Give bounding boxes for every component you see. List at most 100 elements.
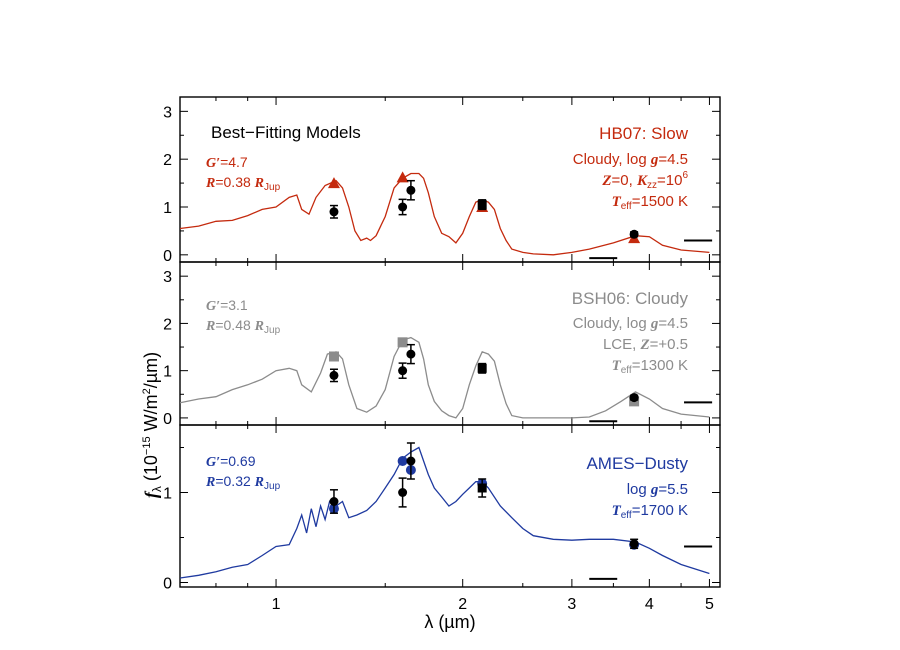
radius-label: R=0.48 RJup: [205, 317, 281, 336]
radius-value: =0.38: [215, 174, 254, 190]
param-text: =1700 K: [632, 502, 688, 519]
teff-sub: eff: [621, 510, 632, 521]
radius-unit: R: [254, 319, 264, 334]
radius-value: =0.48: [215, 317, 254, 333]
g-prime-symbol: G′: [206, 299, 220, 314]
observed-point: [406, 185, 416, 195]
param-line-teff: Teff=1300 K: [612, 357, 688, 376]
radius-symbol: R: [205, 319, 215, 334]
log-g-symbol: g: [650, 316, 659, 332]
param-text: =+0.5: [650, 336, 688, 353]
param-text: log: [627, 481, 651, 498]
teff-sub: eff: [621, 201, 632, 212]
radius-unit: R: [254, 475, 264, 490]
param-line-1: log g=5.5: [627, 481, 688, 498]
model-name: AMES−Dusty: [586, 454, 688, 473]
teff-symbol: T: [612, 194, 622, 210]
param-line-2: LCE, Z=+0.5: [603, 336, 688, 353]
y-tick-label: 0: [163, 411, 172, 428]
observed-point: [398, 202, 408, 212]
radius-value: =0.32: [215, 473, 254, 489]
y-axis-label-rest: (10: [141, 455, 161, 486]
observed-point: [398, 488, 408, 497]
metallicity-symbol: Z: [639, 337, 649, 353]
y-tick-label: 2: [163, 152, 172, 169]
x-tick-label: 5: [705, 596, 714, 613]
observed-point: [477, 200, 487, 210]
observed-point: [329, 207, 339, 217]
y-axis-label-unit-exp: 2: [141, 388, 153, 394]
y-tick-label: 2: [163, 316, 172, 333]
observed-point: [329, 497, 339, 506]
radius-unit-sub: Jup: [264, 325, 281, 336]
model-photometry-point: [396, 171, 409, 183]
y-tick-label: 0: [163, 576, 172, 593]
param-text: =1500 K: [632, 193, 688, 210]
log-g-symbol: g: [650, 152, 659, 168]
param-line-teff: Teff=1700 K: [612, 502, 688, 521]
observed-point: [329, 370, 339, 380]
param-text: Cloudy, log: [573, 315, 651, 332]
y-tick-label: 3: [163, 269, 172, 286]
observed-point: [629, 539, 639, 549]
fit-quality-label: G′=0.69: [206, 453, 256, 470]
param-line-1: Cloudy, log g=4.5: [573, 315, 688, 332]
radius-symbol: R: [205, 176, 215, 191]
fit-quality-label: G′=3.1: [206, 297, 248, 314]
observed-point: [406, 349, 416, 359]
fit-quality-label: G′=4.7: [206, 154, 248, 171]
panel-top: 0 1 2 3 Best−Fitting Models HB07: Slow G′=4.7 R…: [163, 96, 721, 265]
kzz-symbol: K: [636, 173, 648, 189]
param-text: =0,: [612, 172, 637, 189]
y-tick-label: 0: [163, 248, 172, 265]
param-text: =5.5: [658, 481, 688, 498]
param-text: LCE,: [603, 336, 641, 353]
param-text: =1300 K: [632, 357, 688, 374]
model-name: BSH06: Cloudy: [572, 289, 689, 308]
y-axis-label-unit1: W/m: [141, 394, 161, 436]
y-axis-label-unit2: /µm): [141, 352, 161, 388]
y-tick-label: 1: [163, 364, 172, 381]
observed-point: [629, 229, 639, 239]
param-line-2: Z=0, Kzz=106: [601, 170, 688, 191]
y-tick-label: 1: [163, 486, 172, 503]
teff-symbol: T: [612, 503, 622, 519]
x-tick-label: 3: [567, 596, 576, 613]
radius-unit-sub: Jup: [264, 182, 281, 193]
y-tick-label: 1: [163, 200, 172, 217]
param-text: =10: [657, 172, 682, 189]
g-prime-value: =3.1: [220, 297, 248, 313]
kzz-sub: zz: [647, 180, 657, 191]
radius-unit-sub: Jup: [264, 481, 281, 492]
param-text: =4.5: [658, 315, 688, 332]
model-photometry-point: [327, 177, 340, 189]
observed-point: [406, 456, 416, 466]
model-photometry-point: [397, 337, 408, 348]
radius-symbol: R: [205, 475, 215, 490]
param-text: Cloudy, log: [573, 151, 651, 168]
model-photometry-point: [397, 456, 408, 466]
observed-point: [477, 363, 487, 373]
kzz-exp: 6: [682, 170, 688, 181]
radius-label: R=0.38 RJup: [205, 174, 281, 193]
y-tick-label: 3: [163, 104, 172, 121]
teff-sub: eff: [621, 365, 632, 376]
model-name: HB07: Slow: [599, 124, 689, 143]
param-line-1: Cloudy, log g=4.5: [573, 151, 688, 168]
param-line-teff: Teff=1500 K: [612, 193, 688, 212]
y-axis-label-f: f: [141, 490, 161, 498]
x-tick-label: 1: [272, 596, 281, 613]
spectrum-line: [180, 172, 710, 256]
panel-frame: [179, 424, 721, 588]
radius-label: R=0.32 RJup: [205, 473, 281, 492]
svg-text:fλ (10−15 W/m2/µm): fλ (10−15 W/m2/µm): [141, 352, 164, 498]
y-axis-label-exp: −15: [141, 436, 153, 455]
observed-point: [477, 483, 487, 493]
y-axis-label-sub: λ: [150, 486, 164, 492]
x-tick-label: 4: [645, 596, 654, 613]
log-g-symbol: g: [650, 482, 659, 498]
y-axis-label: fλ (10−15 W/m2/µm): [141, 352, 164, 498]
g-prime-symbol: G′: [206, 156, 220, 171]
